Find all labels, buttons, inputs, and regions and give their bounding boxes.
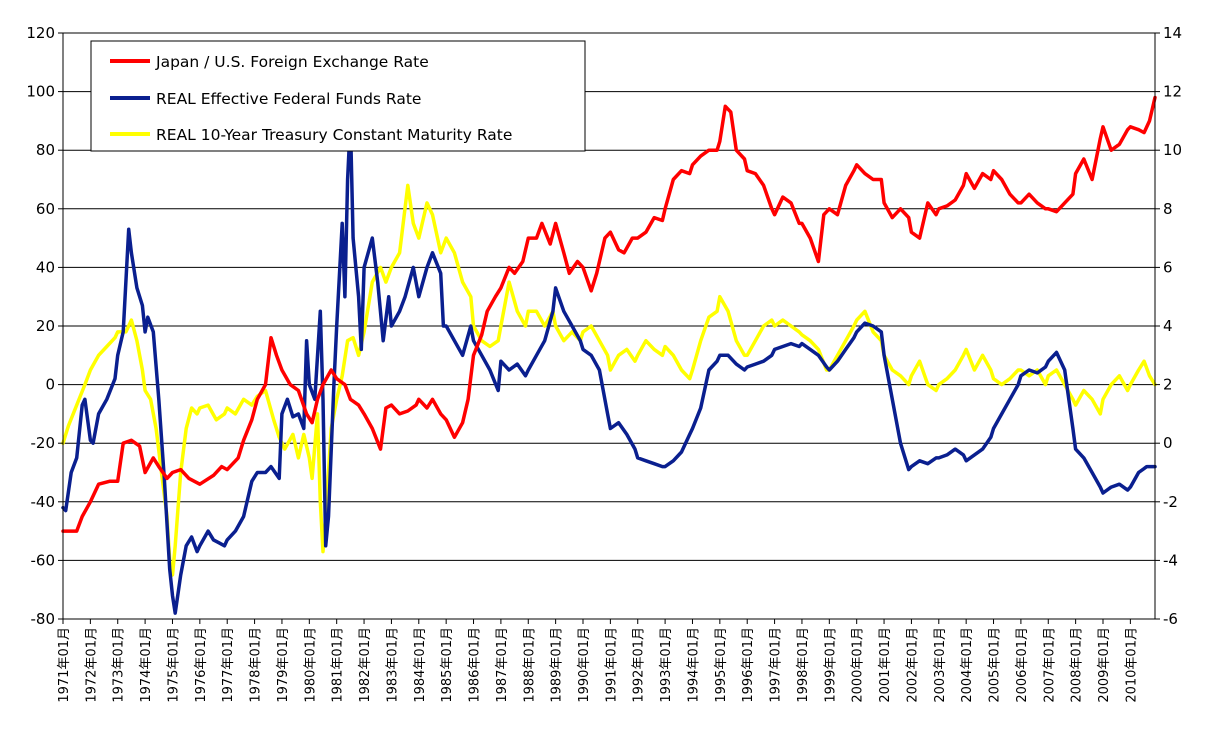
x-tick-label: 1985年01月 — [440, 627, 455, 703]
left-tick-label: -80 — [31, 610, 56, 628]
x-tick-label: 1998年01月 — [796, 627, 811, 703]
left-tick-label: -60 — [31, 551, 56, 569]
x-tick-label: 1976年01月 — [194, 627, 209, 703]
x-tick-label: 1990年01月 — [577, 627, 592, 703]
left-tick-label: 100 — [26, 83, 55, 101]
x-tick-label: 2006年01月 — [1015, 627, 1030, 703]
left-tick-label: 60 — [36, 200, 55, 218]
right-tick-label: 6 — [1163, 258, 1173, 276]
x-tick-label: 2000年01月 — [851, 627, 866, 703]
x-tick-label: 1975年01月 — [166, 627, 181, 703]
series-layer — [61, 95, 1157, 615]
x-tick-label: 1989年01月 — [550, 627, 565, 703]
x-tick-label: 1997年01月 — [769, 627, 784, 703]
x-tick-label: 1984年01月 — [413, 627, 428, 703]
x-tick-label: 2009年01月 — [1097, 627, 1112, 703]
x-tick-label: 1972年01月 — [84, 627, 99, 703]
x-tick-label: 2003年01月 — [933, 627, 948, 703]
right-tick-label: 0 — [1163, 434, 1173, 452]
x-tick-label: 1988年01月 — [522, 627, 537, 703]
x-tick-label: 1983年01月 — [385, 627, 400, 703]
right-tick-label: 14 — [1163, 24, 1182, 42]
right-tick-label: -4 — [1163, 551, 1178, 569]
legend-box — [90, 40, 586, 152]
x-tick-label: 2007年01月 — [1042, 627, 1057, 703]
x-axis-ticks: 1971年01月 1972年01月 1973年01月 1974年01月 1975年01月… — [57, 619, 1139, 703]
x-tick-label: 1993年01月 — [659, 627, 674, 703]
x-tick-label: 2005年01月 — [988, 627, 1003, 703]
left-tick-label: -40 — [31, 493, 56, 511]
x-tick-label: 1979年01月 — [276, 627, 291, 703]
legend-label-treasury: REAL 10-Year Treasury Constant Maturity … — [156, 126, 512, 144]
x-tick-label: 1995年01月 — [714, 627, 729, 703]
right-tick-label: -2 — [1163, 493, 1178, 511]
left-tick-label: 80 — [36, 141, 55, 159]
right-tick-label: 12 — [1163, 83, 1182, 101]
x-tick-label: 1974年01月 — [139, 627, 154, 703]
x-tick-label: 1981年01月 — [331, 627, 346, 703]
legend: Japan / U.S. Foreign Exchange Rate REAL … — [90, 40, 586, 152]
x-tick-label: 1996年01月 — [741, 627, 756, 703]
left-tick-label: -20 — [31, 434, 56, 452]
series-line-2 — [61, 183, 1157, 577]
x-tick-label: 1991年01月 — [604, 627, 619, 703]
left-tick-label: 120 — [26, 24, 55, 42]
left-axis-ticks: 120 100 80 60 40 20 0 -20 -40 -60 -80 — [26, 24, 63, 628]
x-tick-label: 1986年01月 — [468, 627, 483, 703]
right-tick-label: 2 — [1163, 376, 1173, 394]
x-tick-label: 1980年01月 — [303, 627, 318, 703]
x-tick-label: 1971年01月 — [57, 627, 72, 703]
x-tick-label: 1994年01月 — [686, 627, 701, 703]
x-tick-label: 1987年01月 — [495, 627, 510, 703]
series-line-0 — [61, 95, 1157, 533]
legend-label-fedfunds: REAL Effective Federal Funds Rate — [156, 90, 421, 108]
x-tick-label: 2001年01月 — [878, 627, 893, 703]
x-tick-label: 2002年01月 — [905, 627, 920, 703]
left-tick-label: 40 — [36, 258, 55, 276]
x-tick-label: 2010年01月 — [1124, 627, 1139, 703]
legend-label-jpy: Japan / U.S. Foreign Exchange Rate — [155, 53, 429, 71]
series-line-1 — [61, 119, 1157, 615]
x-tick-label: 2008年01月 — [1070, 627, 1085, 703]
x-tick-label: 1978年01月 — [249, 627, 264, 703]
x-tick-label: 1999年01月 — [823, 627, 838, 703]
x-tick-label: 1982年01月 — [358, 627, 373, 703]
x-tick-label: 1992年01月 — [632, 627, 647, 703]
right-tick-label: 10 — [1163, 141, 1182, 159]
right-axis-ticks: 14 12 10 8 6 4 2 0 -2 -4 -6 — [1155, 24, 1182, 628]
x-tick-label: 2004年01月 — [960, 627, 975, 703]
left-tick-label: 20 — [36, 317, 55, 335]
right-tick-label: 4 — [1163, 317, 1173, 335]
right-tick-label: 8 — [1163, 200, 1173, 218]
right-tick-label: -6 — [1163, 610, 1178, 628]
x-tick-label: 1973年01月 — [112, 627, 127, 703]
x-tick-label: 1977年01月 — [221, 627, 236, 703]
left-tick-label: 0 — [45, 376, 55, 394]
